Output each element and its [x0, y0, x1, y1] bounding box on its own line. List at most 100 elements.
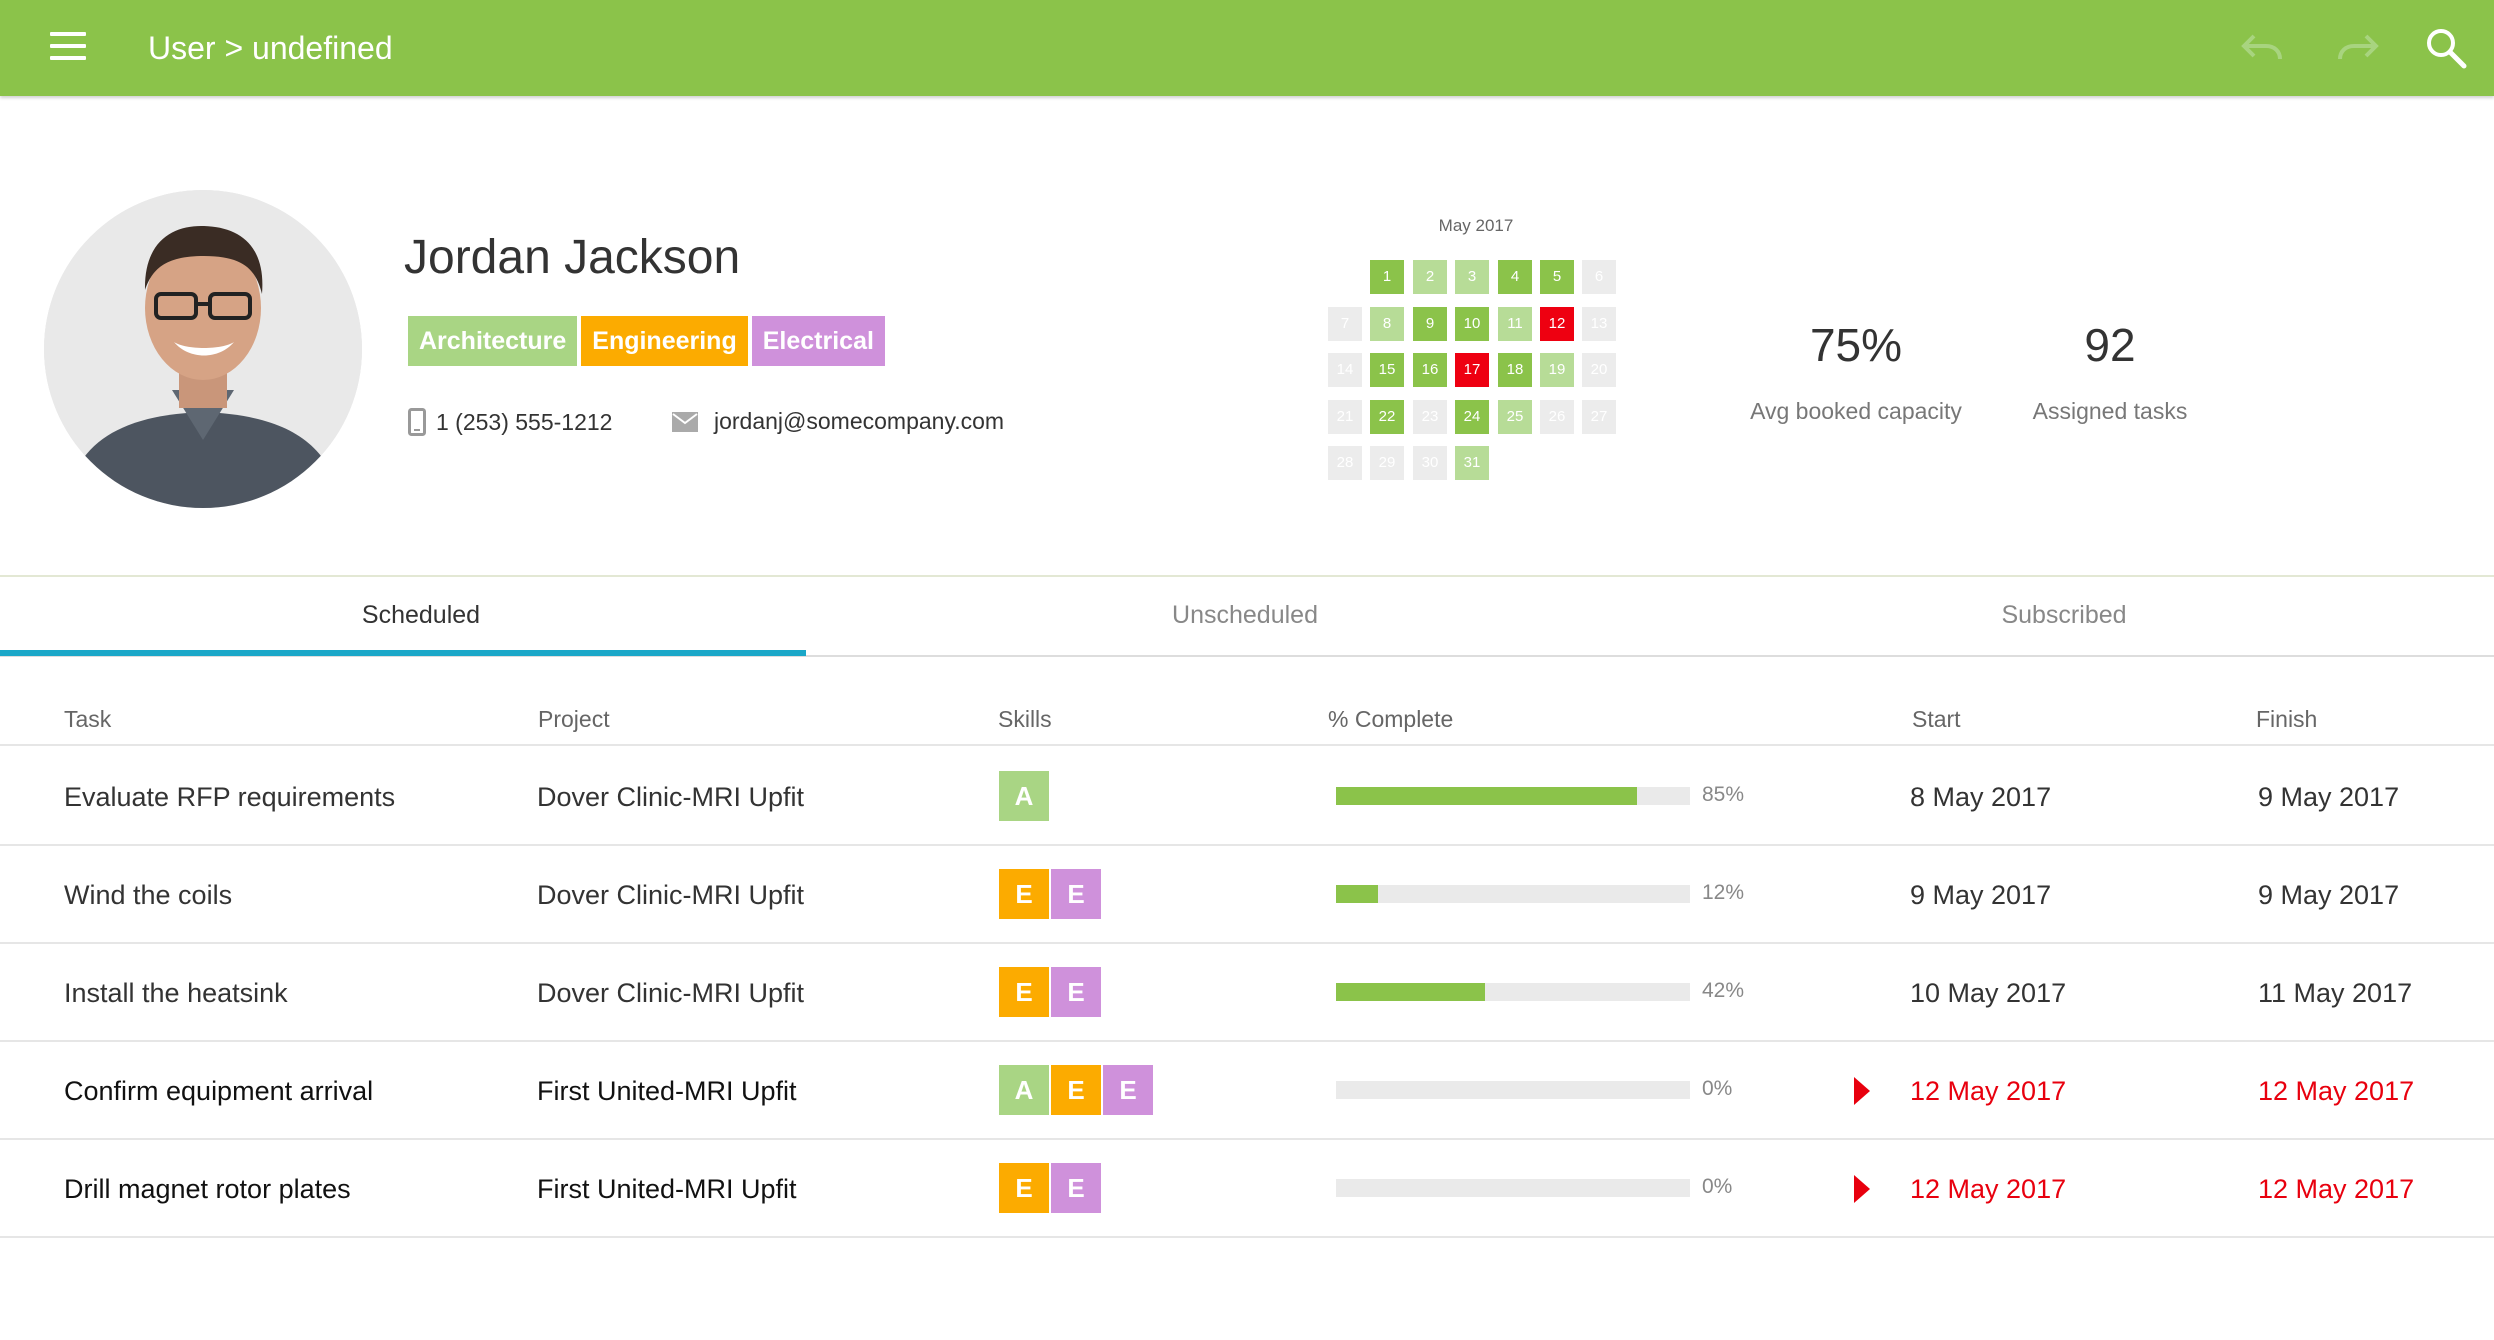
skill-chip: E	[1051, 1065, 1101, 1115]
tasks-value: 92	[2084, 319, 2136, 371]
task-name[interactable]: Confirm equipment arrival	[64, 1076, 374, 1106]
calendar-day[interactable]: 26	[1540, 400, 1574, 434]
calendar-day[interactable]: 14	[1328, 353, 1362, 387]
project-name: First United-MRI Upfit	[537, 1076, 797, 1106]
calendar-title: May 2017	[1438, 216, 1514, 235]
calendar-day[interactable]: 28	[1328, 446, 1362, 480]
start-date: 9 May 2017	[1910, 880, 2052, 910]
calendar-day[interactable]: 22	[1370, 400, 1404, 434]
calendar-day[interactable]: 10	[1455, 307, 1489, 341]
column-header-start[interactable]: Start	[1912, 706, 1961, 732]
tab-indicator	[0, 650, 806, 656]
tab-subscribed[interactable]: Subscribed	[2001, 601, 2127, 629]
task-name[interactable]: Evaluate RFP requirements	[64, 782, 396, 812]
calendar-day[interactable]: 2	[1413, 260, 1447, 294]
contact-phone[interactable]: 1 (253) 555-1212	[408, 408, 612, 436]
divider	[0, 655, 2494, 657]
task-name[interactable]: Install the heatsink	[64, 978, 288, 1008]
project-name: Dover Clinic-MRI Upfit	[537, 978, 805, 1008]
finish-date: 12 May 2017	[2258, 1174, 2415, 1204]
redo-icon[interactable]	[2336, 30, 2380, 66]
tasks-label: Assigned tasks	[2032, 398, 2188, 424]
tab-unscheduled[interactable]: Unscheduled	[1172, 601, 1318, 629]
finish-date: 9 May 2017	[2258, 880, 2400, 910]
calendar-day[interactable]: 15	[1370, 353, 1404, 387]
calendar-day[interactable]: 11	[1498, 307, 1532, 341]
app-bar: User > undefined	[0, 0, 2494, 96]
skill-chip: E	[999, 869, 1049, 919]
overdue-flag-icon	[1854, 1077, 1870, 1105]
calendar-day[interactable]: 5	[1540, 260, 1574, 294]
divider	[0, 575, 2494, 577]
divider	[0, 844, 2494, 846]
calendar-day[interactable]: 24	[1455, 400, 1489, 434]
calendar-day[interactable]: 25	[1498, 400, 1532, 434]
calendar-day[interactable]: 3	[1455, 260, 1489, 294]
calendar-day[interactable]: 17	[1455, 353, 1489, 387]
progress-percent: 42%	[1702, 979, 1745, 1002]
skill-badge-electrical: Electrical	[751, 316, 885, 366]
menu-icon[interactable]	[50, 32, 86, 60]
progress-bar	[1336, 787, 1690, 805]
column-header-skills[interactable]: Skills	[998, 706, 1052, 732]
calendar-day[interactable]: 12	[1540, 307, 1574, 341]
project-name: Dover Clinic-MRI Upfit	[537, 880, 805, 910]
calendar-day[interactable]: 21	[1328, 400, 1362, 434]
divider	[0, 1138, 2494, 1140]
skill-chips: A	[999, 771, 1049, 821]
calendar-day[interactable]: 29	[1370, 446, 1404, 480]
calendar-day[interactable]: 31	[1455, 446, 1489, 480]
phone-icon	[408, 408, 426, 436]
task-name[interactable]: Wind the coils	[64, 880, 233, 910]
page-title: User > undefined	[148, 30, 393, 66]
progress-bar	[1336, 1081, 1690, 1099]
calendar-day[interactable]: 13	[1582, 307, 1616, 341]
avatar	[44, 190, 362, 508]
project-name: Dover Clinic-MRI Upfit	[537, 782, 805, 812]
calendar-day[interactable]: 19	[1540, 353, 1574, 387]
skill-chip: E	[1051, 869, 1101, 919]
skill-chip: E	[1103, 1065, 1153, 1115]
email-address: jordanj@somecompany.com	[714, 408, 1005, 434]
progress-bar	[1336, 1179, 1690, 1197]
calendar-day[interactable]: 23	[1413, 400, 1447, 434]
progress-bar	[1336, 983, 1690, 1001]
capacity-value: 75%	[1809, 319, 1903, 371]
column-header-finish[interactable]: Finish	[2256, 706, 2318, 732]
project-name: First United-MRI Upfit	[537, 1174, 797, 1204]
progress-fill	[1336, 787, 1637, 805]
column-header-complete[interactable]: % Complete	[1328, 706, 1454, 732]
start-date: 10 May 2017	[1910, 978, 2067, 1008]
contact-email[interactable]: jordanj@somecompany.com	[672, 408, 1004, 435]
progress-percent: 0%	[1702, 1175, 1733, 1198]
phone-number: 1 (253) 555-1212	[436, 408, 613, 435]
skill-badge-architecture: Architecture	[408, 316, 578, 366]
calendar-day[interactable]: 9	[1413, 307, 1447, 341]
calendar-day[interactable]: 6	[1582, 260, 1616, 294]
finish-date: 9 May 2017	[2258, 782, 2400, 812]
calendar-day[interactable]: 30	[1413, 446, 1447, 480]
task-name[interactable]: Drill magnet rotor plates	[64, 1174, 351, 1204]
calendar-day[interactable]: 1	[1370, 260, 1404, 294]
search-icon[interactable]	[2424, 26, 2468, 70]
calendar-day[interactable]: 4	[1498, 260, 1532, 294]
finish-date: 12 May 2017	[2258, 1076, 2415, 1106]
progress-bar	[1336, 885, 1690, 903]
calendar-day[interactable]: 27	[1582, 400, 1616, 434]
calendar-day[interactable]: 16	[1413, 353, 1447, 387]
undo-icon[interactable]	[2240, 30, 2284, 66]
tab-scheduled[interactable]: Scheduled	[361, 601, 481, 629]
column-header-project[interactable]: Project	[538, 706, 610, 732]
calendar-day[interactable]: 18	[1498, 353, 1532, 387]
start-date: 12 May 2017	[1910, 1174, 2067, 1204]
column-header-task[interactable]: Task	[64, 706, 112, 732]
calendar-day[interactable]: 8	[1370, 307, 1404, 341]
calendar-day[interactable]: 20	[1582, 353, 1616, 387]
calendar-day[interactable]: 7	[1328, 307, 1362, 341]
start-date: 8 May 2017	[1910, 782, 2052, 812]
progress-fill	[1336, 885, 1379, 903]
skill-badge-engineering: Engineering	[581, 316, 748, 366]
